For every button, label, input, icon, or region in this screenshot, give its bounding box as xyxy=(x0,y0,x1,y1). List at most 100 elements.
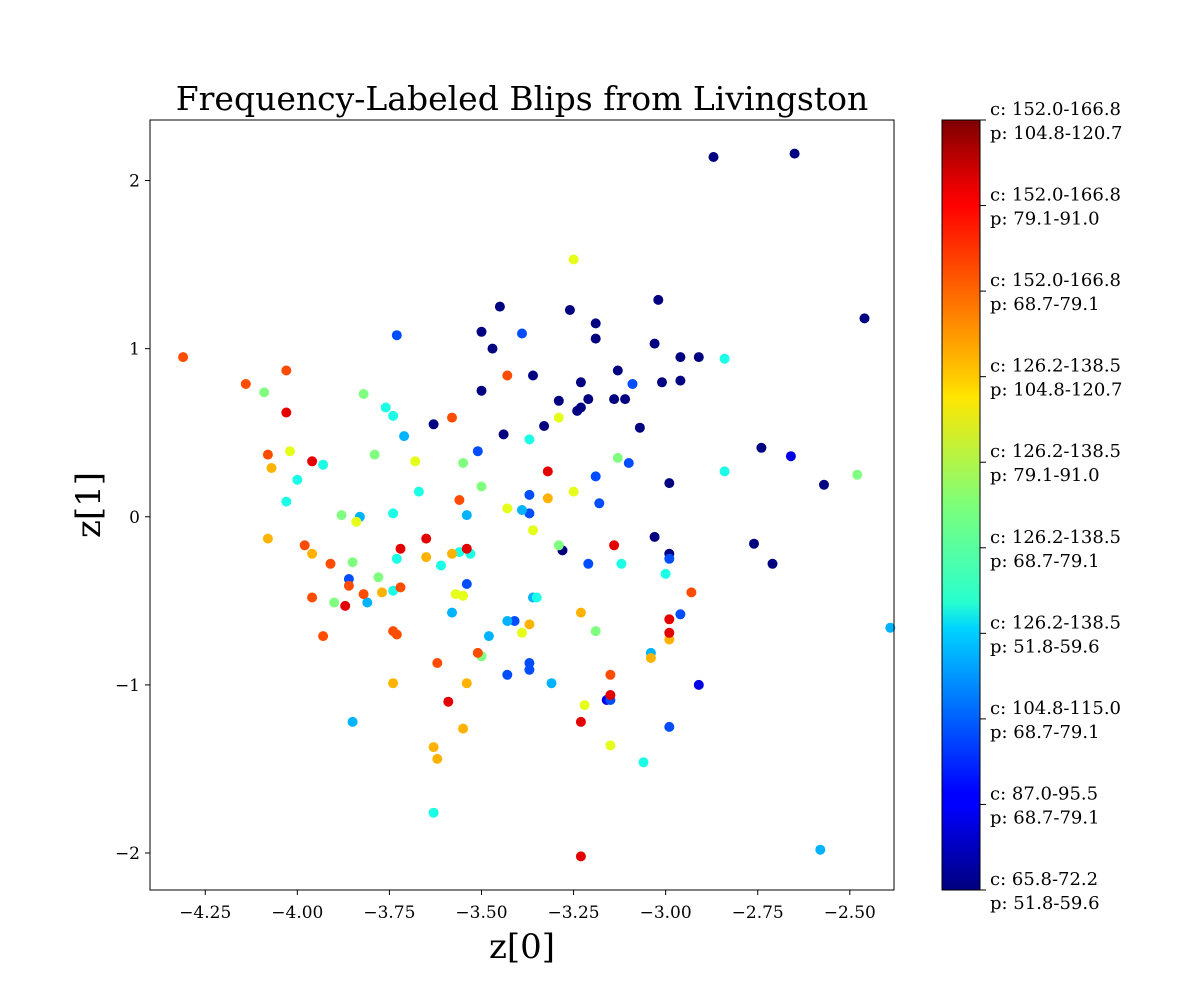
data-point xyxy=(461,543,472,554)
data-point xyxy=(509,616,520,626)
data-point xyxy=(664,478,675,489)
data-point xyxy=(325,558,336,569)
data-point xyxy=(649,338,660,349)
data-point xyxy=(609,394,620,405)
plot-frame xyxy=(149,119,895,891)
data-point xyxy=(657,377,667,388)
data-point xyxy=(388,678,399,689)
data-point xyxy=(432,753,443,764)
data-point xyxy=(443,696,454,707)
colorbar-label-c: c: 87.0-95.5 xyxy=(990,783,1098,804)
data-point xyxy=(347,557,358,568)
data-point xyxy=(575,716,586,727)
colorbar-label-p: p: 79.1-91.0 xyxy=(990,465,1100,486)
data-point xyxy=(502,616,513,626)
data-point xyxy=(719,466,730,477)
data-point xyxy=(660,568,671,579)
y-axis: 2 1 0 −1 −2 xyxy=(115,172,150,864)
data-point xyxy=(583,558,594,569)
colorbar-label-p: p: 51.8-59.6 xyxy=(990,636,1100,657)
data-point xyxy=(620,394,631,405)
data-point xyxy=(395,543,406,554)
data-point xyxy=(391,330,402,341)
data-point xyxy=(476,326,487,337)
data-point xyxy=(634,422,645,433)
data-point xyxy=(487,343,498,354)
data-point xyxy=(351,516,362,527)
data-point xyxy=(815,844,826,855)
colorbar-label-p: p: 68.7-79.1 xyxy=(990,551,1100,572)
data-point xyxy=(447,412,457,423)
data-point xyxy=(432,658,443,668)
colorbar-label-c: c: 126.2-138.5 xyxy=(990,527,1121,548)
data-point xyxy=(528,525,538,536)
data-point xyxy=(852,469,863,480)
data-point xyxy=(436,560,446,571)
y-tick-label: −1 xyxy=(115,676,140,696)
data-point xyxy=(531,592,542,603)
data-point xyxy=(281,496,292,507)
data-point xyxy=(524,664,535,675)
data-point xyxy=(612,452,623,463)
data-point xyxy=(517,505,527,515)
data-point xyxy=(340,600,351,611)
data-point xyxy=(428,807,439,818)
colorbar-label-c: c: 152.0-166.8 xyxy=(990,270,1121,291)
colorbar-ticks: c: 65.8-72.2 p: 51.8-59.6 c: 87.0-95.5 p: 6… xyxy=(980,99,1122,914)
data-point xyxy=(472,647,483,658)
data-point xyxy=(605,690,616,700)
colorbar xyxy=(941,119,981,891)
data-point xyxy=(664,627,675,638)
data-point xyxy=(421,533,432,544)
data-point xyxy=(483,631,494,642)
data-point xyxy=(329,597,340,608)
points-layer xyxy=(178,148,896,862)
data-point xyxy=(494,301,505,312)
data-point xyxy=(719,353,730,364)
data-point xyxy=(664,614,675,625)
data-point xyxy=(517,328,527,339)
data-point xyxy=(391,553,402,564)
data-point xyxy=(262,449,273,460)
data-point xyxy=(594,498,605,509)
data-point xyxy=(472,446,483,457)
chart-title: Frequency-Labeled Blips from Livingston xyxy=(176,79,868,118)
data-point xyxy=(447,548,457,559)
data-point xyxy=(819,479,829,490)
colorbar-label-p: p: 68.7-79.1 xyxy=(990,807,1100,828)
data-point xyxy=(502,370,513,381)
colorbar-label-p: p: 104.8-120.7 xyxy=(990,380,1122,401)
data-point xyxy=(675,352,686,363)
data-point xyxy=(347,716,358,727)
data-point xyxy=(609,540,620,551)
data-point xyxy=(292,474,303,485)
x-tick-label: −3.25 xyxy=(548,903,600,923)
colorbar-label-p: p: 104.8-120.7 xyxy=(990,123,1122,144)
data-point xyxy=(281,407,292,418)
x-tick-label: −3.75 xyxy=(363,903,415,923)
data-point xyxy=(579,700,590,711)
x-tick-label: −2.50 xyxy=(824,903,876,923)
data-point xyxy=(458,458,469,468)
data-point xyxy=(299,540,310,551)
y-tick-label: 2 xyxy=(129,172,140,192)
data-point xyxy=(528,370,538,381)
data-point xyxy=(358,389,369,399)
data-point xyxy=(885,622,896,633)
data-point xyxy=(605,740,616,751)
data-point xyxy=(645,653,656,663)
data-point xyxy=(266,463,277,473)
data-point xyxy=(369,449,380,460)
data-point xyxy=(616,558,627,569)
x-axis: −4.25 −4.00 −3.75 −3.50 −3.25 −3.00 −2.75 −2.50 xyxy=(179,890,876,923)
data-point xyxy=(285,446,295,457)
data-point xyxy=(281,365,292,376)
data-point xyxy=(307,456,318,467)
data-point xyxy=(358,589,369,600)
data-point xyxy=(568,254,579,265)
data-point xyxy=(524,489,535,500)
data-point xyxy=(458,590,469,601)
data-point xyxy=(575,377,586,388)
data-point xyxy=(590,318,601,329)
